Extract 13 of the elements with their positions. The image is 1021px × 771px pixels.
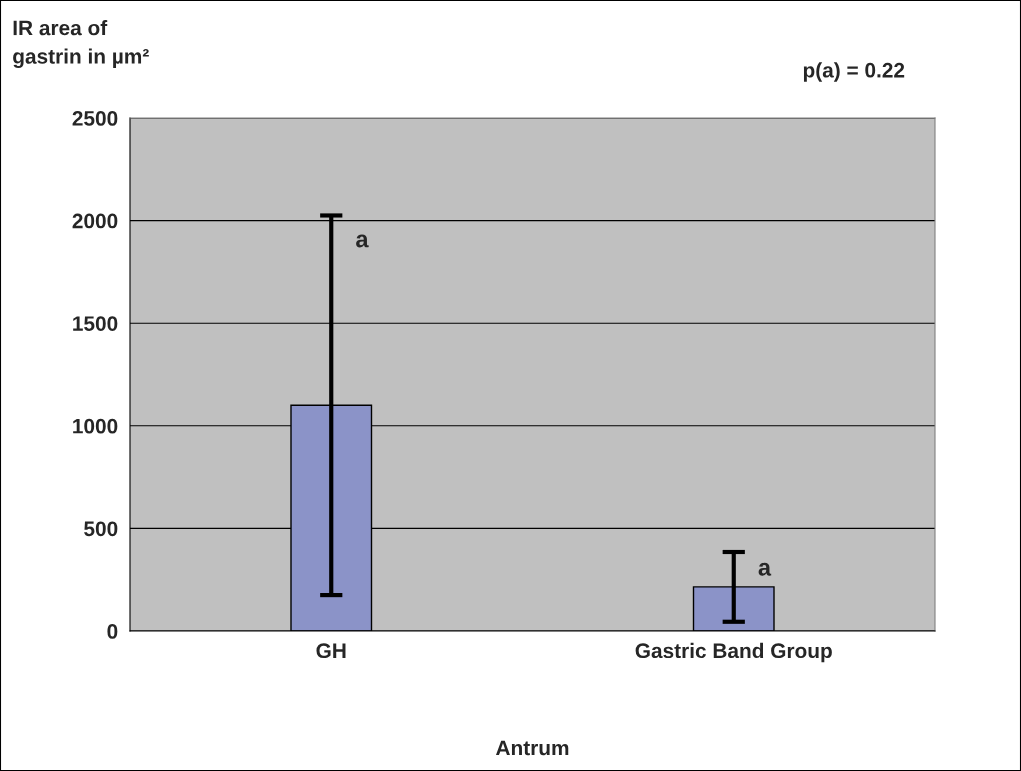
y-tick-label: 500 bbox=[84, 521, 118, 537]
y-tick-label: 0 bbox=[107, 624, 118, 639]
annotation: a bbox=[758, 562, 772, 576]
x-axis-title: Antrum bbox=[495, 740, 569, 756]
x-tick-label: GH bbox=[316, 643, 346, 659]
y-tick-label: 2500 bbox=[72, 111, 118, 126]
annotation: a bbox=[356, 234, 369, 248]
y-tick-label: 1000 bbox=[73, 418, 118, 434]
y-tick-label: 2000 bbox=[72, 213, 118, 229]
x-tick-label: Gastric Band Group bbox=[635, 642, 832, 663]
text: p(a) = 0.22 bbox=[803, 62, 905, 82]
y-tick-label: 1500 bbox=[73, 316, 118, 331]
y-axis-title: IR area of gastrin in µm² bbox=[13, 20, 149, 68]
